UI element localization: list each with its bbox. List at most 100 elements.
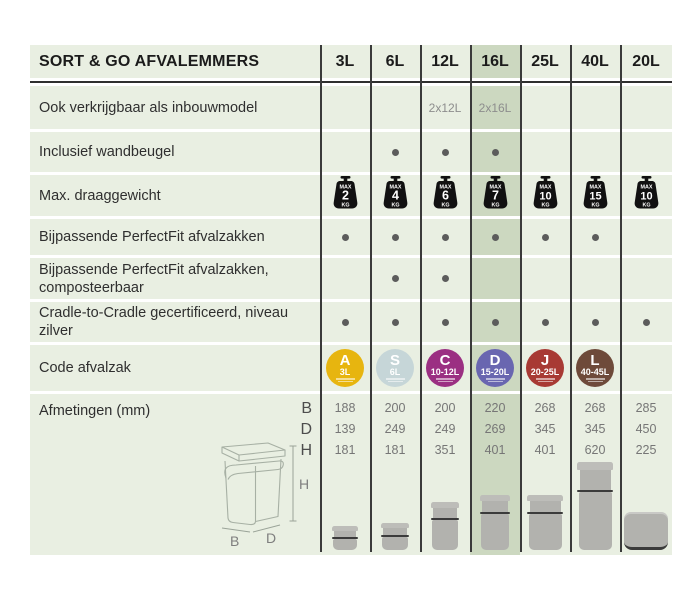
bin-silhouette [624, 512, 668, 550]
bag-code-badge: D 15-20L [476, 349, 514, 387]
bin-lid [381, 522, 409, 528]
svg-text:10: 10 [640, 191, 652, 203]
dimension-value: 200 [434, 401, 456, 415]
feature-dot-cell [620, 219, 672, 255]
bag-code-letter: J [540, 351, 550, 369]
feature-dot-cell [320, 132, 370, 172]
bin-silhouette [431, 501, 459, 550]
availability-cell [570, 86, 620, 129]
feature-dot [591, 318, 599, 326]
bin-lid-band [480, 511, 510, 514]
max-weight-icon: MAX 10 KG [633, 176, 660, 215]
feature-dot [441, 275, 449, 282]
max-weight-icon: MAX 4 KG [382, 176, 409, 215]
dimension-value: 285 [635, 401, 657, 415]
bin-silhouette [381, 522, 409, 550]
feature-dot-cell [420, 219, 470, 255]
bag-code-cell: D 15-20L [470, 345, 520, 391]
feature-dot-cell [470, 258, 520, 299]
column-header-3l: 3L [320, 45, 370, 78]
dimension-value: 220 [484, 401, 506, 415]
bag-code-badge: J 20-25L [526, 349, 564, 387]
bag-code-cell [620, 345, 672, 391]
svg-text:MAX: MAX [439, 185, 451, 191]
bag-code-badge: L 40-45L [576, 349, 614, 387]
feature-dot-cell [570, 302, 620, 342]
availability-cell [620, 86, 672, 129]
dimensions-cell: 268 345 620 [570, 394, 620, 555]
dimension-value: 225 [635, 443, 657, 457]
dimensions-cell: 285 450 225 [620, 394, 672, 555]
header-rule [30, 81, 672, 83]
bin-neck [579, 469, 611, 490]
dimension-value: 181 [384, 443, 406, 457]
bag-code-badge: A 3L [326, 349, 364, 387]
bin-body [481, 514, 509, 550]
bin-neck [433, 507, 457, 518]
feature-dot [441, 148, 449, 156]
bin-silhouette [577, 461, 613, 550]
weight-cell: MAX 6 KG [420, 175, 470, 216]
dimensions-row: Afmetingen (mm) B D H H B D 188 139 181 200 249 181 2… [30, 394, 672, 555]
bin-lid-band [577, 489, 613, 492]
feature-dot [491, 233, 499, 241]
dimension-value: 620 [584, 443, 606, 457]
svg-text:KG: KG [491, 203, 499, 209]
weight-cell: MAX 2 KG [320, 175, 370, 216]
dimensions-label-cell: Afmetingen (mm) B D H H B D [30, 394, 320, 555]
availability-cell [370, 86, 420, 129]
feature-dot [391, 275, 399, 282]
feature-dot [441, 233, 449, 241]
feature-dot [491, 318, 499, 326]
availability-cell: 2x16L [470, 86, 520, 129]
svg-text:10: 10 [539, 191, 551, 203]
svg-text:KG: KG [541, 203, 549, 209]
dimension-values: 268 345 620 [570, 398, 620, 461]
bag-code-cell: S 6L [370, 345, 420, 391]
dimension-values: 220 269 401 [470, 398, 520, 461]
dimensions-cell: 220 269 401 [470, 394, 520, 555]
row-label: Code afvalzak [30, 345, 320, 391]
svg-text:H: H [299, 476, 309, 492]
feature-dot-cell [320, 302, 370, 342]
feature-dot [491, 148, 499, 156]
feature-dot [541, 318, 549, 326]
bin-neck [334, 530, 356, 537]
bin-lid-band [431, 517, 459, 520]
svg-text:MAX: MAX [389, 185, 401, 191]
svg-text:B: B [230, 533, 239, 549]
dimension-values: 200 249 351 [420, 398, 470, 461]
feature-dot [541, 233, 549, 241]
dimension-value: 401 [534, 443, 556, 457]
column-header-25l: 25L [520, 45, 570, 78]
column-header-20l: 20L [620, 45, 672, 78]
table-row: Max. draaggewicht MAX 2 KG MAX 4 KG MAX 6 KG MAX 7 K… [30, 175, 672, 216]
bin-silhouette [480, 494, 510, 550]
availability-cell [320, 86, 370, 129]
availability-value: 2x16L [478, 100, 512, 115]
bin-silhouette [527, 494, 563, 550]
feature-dot-cell [370, 219, 420, 255]
dimension-value: 249 [434, 422, 456, 436]
weight-cell: MAX 10 KG [520, 175, 570, 216]
row-label: Cradle-to-Cradle gecertificeerd, niveau … [30, 302, 320, 342]
table-body: Ook verkrijgbaar als inbouwmodel 2x12L 2x1… [30, 86, 672, 555]
availability-value: 2x12L [428, 100, 462, 115]
bag-code-size: 10-12L [430, 366, 460, 377]
bag-code-size: 20-25L [530, 366, 560, 377]
svg-text:MAX: MAX [589, 185, 601, 191]
feature-dot [391, 233, 399, 241]
svg-text:D: D [266, 530, 276, 546]
bin-lid [431, 501, 459, 508]
svg-text:KG: KG [591, 203, 599, 209]
svg-text:7: 7 [492, 189, 499, 203]
feature-dot-cell [420, 302, 470, 342]
max-weight-icon: MAX 10 KG [532, 176, 559, 215]
feature-dot-cell [620, 258, 672, 299]
bag-code-size: 6L [389, 366, 401, 377]
header-row: SORT & GO AFVALEMMERS 3L 6L 12L 16L 25L 40L 20… [30, 45, 672, 78]
bin-lid-band [332, 536, 358, 539]
row-label: Ook verkrijgbaar als inbouwmodel [30, 86, 320, 129]
bag-code-fineprint [335, 377, 355, 383]
